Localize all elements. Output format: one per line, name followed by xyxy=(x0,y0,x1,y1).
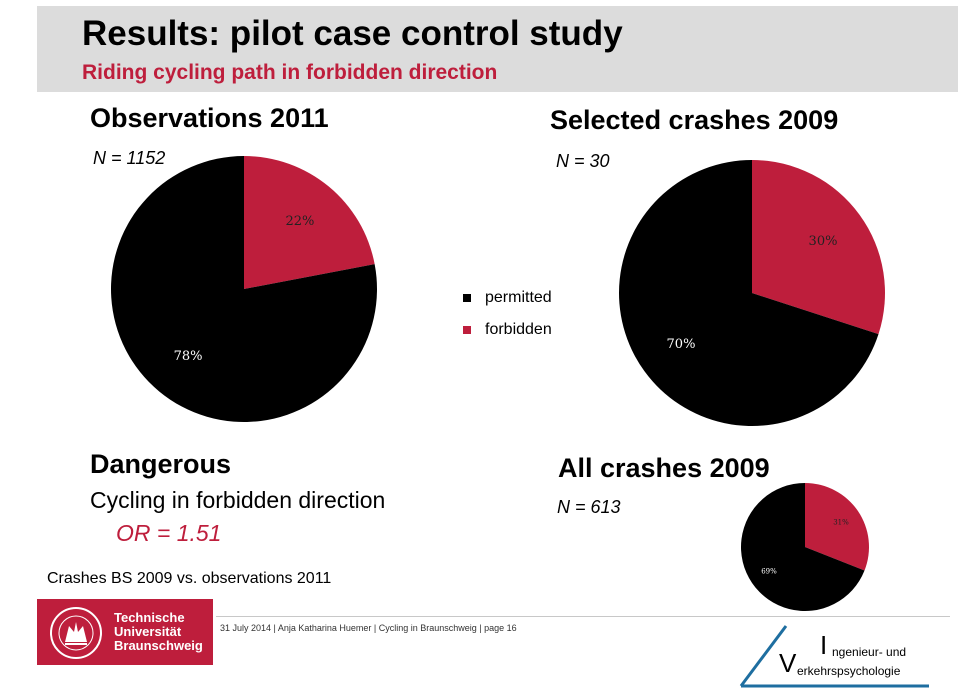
legend-item-permitted: permitted xyxy=(463,282,552,314)
pie1-label-forbidden: 22% xyxy=(285,214,314,229)
legend-label-permitted: permitted xyxy=(485,289,552,306)
chart1-title: Observations 2011 xyxy=(90,103,329,133)
footnote: Crashes BS 2009 vs. observations 2011 xyxy=(47,570,332,587)
pie2-slice-permitted xyxy=(619,160,879,426)
tu-wordmark: Technische Universität Braunschweig xyxy=(114,610,203,653)
pie1-slice-forbidden xyxy=(244,156,375,289)
pie1-slice-permitted xyxy=(111,156,377,422)
pie3-label-permitted: 69% xyxy=(761,567,777,575)
pie3-slice-forbidden xyxy=(805,483,869,571)
odds-ratio: OR = 1.51 xyxy=(116,520,222,546)
ivp-logo-icon xyxy=(739,625,929,688)
slide-subtitle: Riding cycling path in forbidden directi… xyxy=(82,61,498,84)
dangerous-text: Cycling in forbidden direction xyxy=(90,487,386,513)
pie2-label-permitted: 70% xyxy=(667,337,696,352)
pie2-slice-forbidden xyxy=(752,160,886,335)
pie2-label-forbidden: 30% xyxy=(809,234,838,249)
chart2-title: Selected crashes 2009 xyxy=(550,105,839,135)
footer-meta: 31 July 2014 | Anja Katharina Huemer | C… xyxy=(220,623,517,633)
header-band xyxy=(37,6,958,92)
tu-braunschweig-logo: Technische Universität Braunschweig xyxy=(37,599,213,665)
ivp-line2: erkehrspsychologie xyxy=(797,664,901,678)
ivp-letter-v: V xyxy=(779,648,797,678)
pie3-slice-permitted xyxy=(740,483,865,612)
legend-swatch-forbidden xyxy=(463,326,471,334)
university-seal-icon xyxy=(50,607,102,659)
slide-title: Results: pilot case control study xyxy=(82,14,623,53)
pie1-label-permitted: 78% xyxy=(174,349,203,364)
footer-divider xyxy=(216,616,950,617)
chart3-n-label: N = 613 xyxy=(557,497,621,517)
dangerous-heading: Dangerous xyxy=(90,449,232,479)
chart2-n-label: N = 30 xyxy=(556,151,610,171)
legend-label-forbidden: forbidden xyxy=(485,321,552,338)
pie3-label-forbidden: 31% xyxy=(833,519,849,527)
legend-swatch-permitted xyxy=(463,294,471,302)
chart3-title: All crashes 2009 xyxy=(558,453,770,483)
chart-legend: permitted forbidden xyxy=(463,282,552,346)
ivp-line1: ngenieur- und xyxy=(832,645,907,659)
ivp-letter-i: I xyxy=(820,630,828,660)
chart1-n-label: N = 1152 xyxy=(93,148,166,168)
legend-item-forbidden: forbidden xyxy=(463,314,552,346)
